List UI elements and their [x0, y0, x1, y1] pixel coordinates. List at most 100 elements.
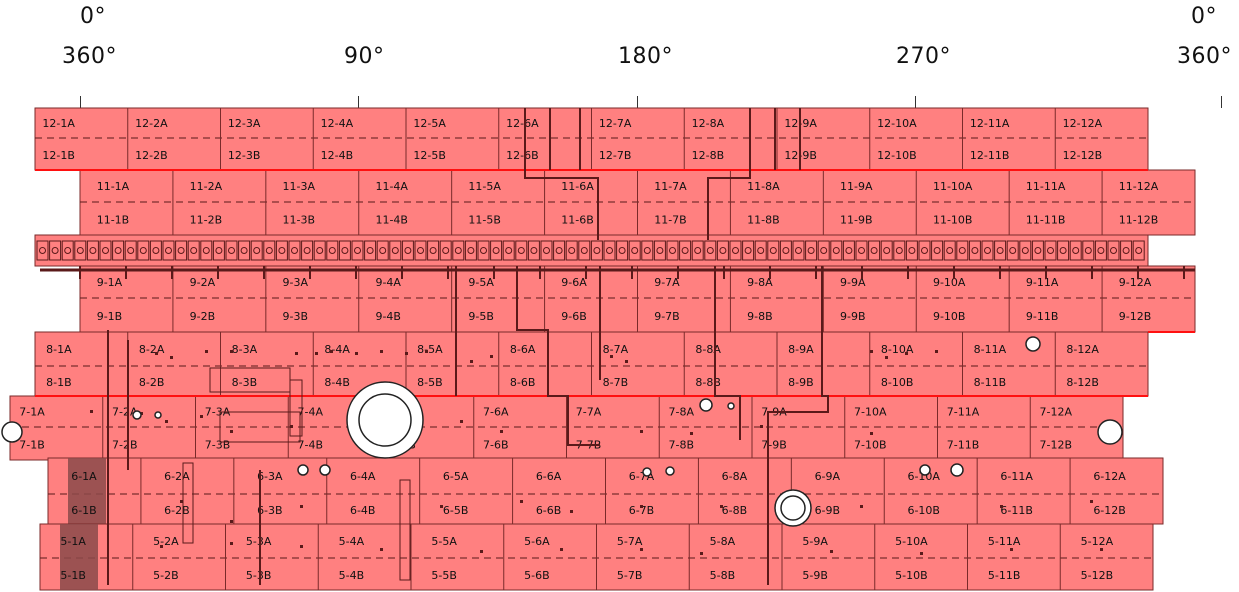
panel-label: 11-2B	[190, 214, 223, 227]
routed-pipe	[707, 108, 751, 240]
row-10-module	[1120, 240, 1133, 261]
panel-label: 5-12B	[1081, 569, 1114, 582]
row-10-module-port	[467, 247, 475, 254]
panel-label: 11-1B	[97, 214, 130, 227]
highlight-6-1	[68, 458, 106, 524]
panel-label: 7-1A	[19, 406, 45, 419]
panel-label: 9-12A	[1119, 276, 1152, 289]
panel-label: 5-12A	[1081, 535, 1114, 548]
panel-label: 9-3A	[283, 276, 309, 289]
row-10-module-port	[1009, 247, 1017, 254]
row-10-module	[49, 240, 62, 261]
marker-dot	[165, 420, 168, 423]
marker-dot	[380, 350, 383, 353]
row-10-module-port	[832, 247, 840, 254]
marker-dot	[300, 545, 303, 548]
row-10-module-port	[580, 247, 588, 254]
panel-label: 9-9A	[840, 276, 866, 289]
row-10-module-port	[1084, 247, 1092, 254]
panel-label: 8-11B	[974, 376, 1007, 389]
panel-label: 5-7B	[617, 569, 643, 582]
row-10-module	[590, 240, 603, 261]
row-10-module	[212, 240, 225, 261]
panel-label: 9-12B	[1119, 310, 1152, 323]
panel-label: 6-7B	[629, 504, 655, 517]
scale-top-left-zero: 0°	[80, 4, 106, 29]
panel-label: 8-9B	[788, 376, 814, 389]
marker-dot	[520, 500, 523, 503]
panel-label: 7-2B	[112, 439, 138, 452]
scale-tick-360-left	[80, 96, 81, 108]
row-10-module	[842, 240, 855, 261]
row-10-module-port	[593, 247, 601, 254]
row-10-module-port	[366, 247, 374, 254]
panel-label: 8-8B	[695, 376, 721, 389]
panel-label: 8-11A	[974, 343, 1007, 356]
row-10-module	[376, 240, 389, 261]
panel-label: 8-4A	[324, 343, 350, 356]
row-10-module	[666, 240, 679, 261]
row-10-module-port	[39, 247, 46, 254]
panel-label: 12-8A	[692, 117, 725, 130]
marker-dot	[905, 352, 908, 355]
scale-tick-90	[358, 96, 359, 108]
row-10-module	[603, 240, 616, 261]
row-10-module	[905, 240, 918, 261]
panel-label: 11-3B	[283, 214, 316, 227]
row-10-module-port	[127, 247, 135, 254]
routed-pipe	[767, 266, 829, 585]
marker-dot	[290, 425, 293, 428]
row-10-module	[1019, 240, 1032, 261]
row-10-module-port	[1110, 247, 1117, 254]
panel-label: 5-11A	[988, 535, 1021, 548]
row-10-module	[515, 240, 528, 261]
panel-label: 8-10B	[881, 376, 914, 389]
panel-label: 9-10A	[933, 276, 966, 289]
panel-label: 6-8B	[722, 504, 748, 517]
routed-pipe	[524, 108, 599, 240]
row-10-module	[893, 240, 906, 261]
panel-label: 7-4A	[298, 406, 324, 419]
row-10-module-port	[240, 247, 248, 254]
panel-label: 9-8A	[747, 276, 773, 289]
row-10-module-port	[958, 247, 966, 254]
row-10-module	[779, 240, 792, 261]
row-10-module	[540, 240, 553, 261]
marker-dot	[330, 350, 333, 353]
panel-label: 6-9A	[815, 470, 841, 483]
panel-label: 11-12B	[1119, 214, 1159, 227]
row-10-module-port	[1122, 247, 1130, 254]
scale-label-180: 180°	[618, 44, 673, 69]
row-10-module-port	[719, 247, 727, 254]
panel-label: 11-3A	[283, 180, 316, 193]
panel-label: 11-10B	[933, 214, 973, 227]
equipment-outline	[209, 367, 291, 393]
row-10-module	[112, 240, 125, 261]
row-10-module	[326, 240, 339, 261]
row-10-module	[1132, 240, 1145, 261]
panel-label: 11-4B	[375, 214, 408, 227]
row-10-module-port	[921, 247, 928, 254]
panel-label: 6-8A	[722, 470, 748, 483]
panel-label: 6-12B	[1093, 504, 1126, 517]
row-10-module-port	[492, 247, 500, 254]
row-10-module	[742, 240, 755, 261]
row-10-module	[477, 240, 490, 261]
row-10-module	[61, 240, 74, 261]
row-10-module-port	[190, 247, 198, 254]
row-10-module	[817, 240, 830, 261]
scale-label-90: 90°	[344, 44, 385, 69]
panel-label: 9-3B	[283, 310, 309, 323]
marker-dot	[470, 360, 473, 363]
row-10-module	[452, 240, 465, 261]
panel-label: 9-8B	[747, 310, 773, 323]
row-10-module-port	[908, 247, 916, 254]
row-10-module	[490, 240, 503, 261]
panel-label: 12-10A	[877, 117, 917, 130]
marker-dot	[180, 500, 183, 503]
panel-label: 12-7B	[599, 149, 632, 162]
row-10-module-port	[1059, 247, 1067, 254]
panel-label: 6-6A	[536, 470, 562, 483]
scale-tick-360-right	[1221, 96, 1222, 108]
